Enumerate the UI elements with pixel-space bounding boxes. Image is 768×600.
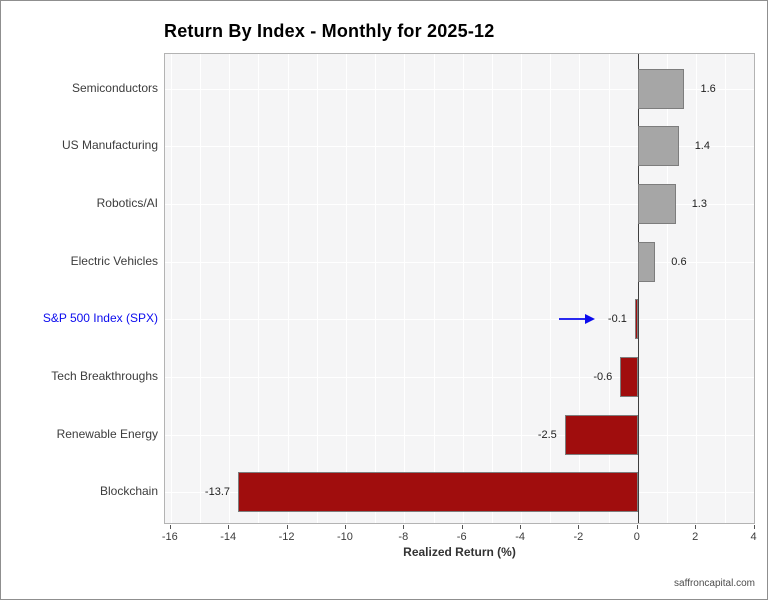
- bar-blockchain: [238, 472, 638, 513]
- x-tick-label: -10: [336, 531, 353, 543]
- gridline-vertical: [170, 54, 172, 523]
- gridline-vertical: [404, 54, 406, 523]
- gridline-horizontal: [165, 204, 754, 206]
- category-label: Robotics/AI: [96, 196, 158, 211]
- x-tick-mark: [403, 525, 405, 529]
- x-tick-label: -12: [278, 531, 295, 543]
- gridline-vertical: [287, 54, 289, 523]
- category-label: S&P 500 Index (SPX): [42, 311, 158, 326]
- gridline-vertical: [550, 54, 552, 523]
- x-tick-mark: [286, 525, 288, 529]
- x-tick-label: -14: [220, 531, 237, 543]
- source-watermark: saffroncapital.com: [674, 578, 755, 589]
- bar-s-p-500-index-spx-: [634, 299, 638, 340]
- chart-title: Return By Index - Monthly for 2025-12: [164, 21, 495, 41]
- bar-electric-vehicles: [637, 241, 656, 282]
- gridline-horizontal: [165, 88, 754, 90]
- gridline-horizontal: [165, 376, 754, 378]
- gridline-vertical: [229, 54, 231, 523]
- x-tick-mark: [636, 525, 638, 529]
- x-tick-label: -16: [161, 531, 178, 543]
- gridline-vertical: [667, 54, 668, 523]
- bar-value-label: -13.7: [204, 486, 230, 499]
- gridline-vertical: [375, 54, 377, 523]
- bar-tech-breakthroughs: [620, 356, 638, 397]
- gridline-horizontal: [165, 261, 754, 263]
- x-tick-label: 4: [750, 531, 757, 543]
- gridline-horizontal: [165, 434, 754, 436]
- category-label: Tech Breakthroughs: [51, 368, 158, 383]
- x-tick-mark: [461, 525, 463, 529]
- bar-renewable-energy: [564, 414, 638, 455]
- x-tick-label: 0: [633, 531, 640, 543]
- x-tick-label: -6: [456, 531, 467, 543]
- bar-value-label: -2.5: [537, 428, 557, 441]
- x-tick-mark: [695, 525, 697, 529]
- gridline-horizontal: [165, 146, 754, 148]
- x-tick-mark: [169, 525, 171, 529]
- gridline-vertical: [316, 54, 318, 523]
- gridline-vertical: [579, 54, 581, 523]
- gridline-vertical: [491, 54, 493, 523]
- bar-value-label: 0.6: [671, 255, 687, 268]
- bar-value-label: -0.1: [607, 313, 627, 326]
- category-label: Semiconductors: [71, 80, 158, 95]
- gridline-vertical: [433, 54, 435, 523]
- gridline-vertical: [696, 54, 698, 523]
- gridline-vertical: [754, 54, 756, 523]
- x-tick-label: 2: [692, 531, 699, 543]
- x-tick-label: -8: [398, 531, 409, 543]
- x-tick-mark: [753, 525, 755, 529]
- arrow-right-icon: [559, 314, 595, 325]
- x-tick-mark: [520, 525, 522, 529]
- plot-area: 1.6 1.4 1.3 0.6 -0.1 -0.6 -2.5 -13.7: [164, 53, 756, 524]
- gridline-vertical: [521, 54, 523, 523]
- x-tick-mark: [344, 525, 346, 529]
- gridline-horizontal: [165, 319, 754, 321]
- bar-robotics-ai: [637, 184, 676, 225]
- gridline-vertical: [200, 54, 201, 523]
- bar-us-manufacturing: [637, 126, 679, 167]
- zero-axis-line: [637, 54, 639, 523]
- bar-value-label: -0.6: [593, 370, 613, 383]
- category-label: Renewable Energy: [56, 426, 158, 441]
- x-tick-label: -2: [573, 531, 584, 543]
- gridline-vertical: [462, 54, 464, 523]
- category-axis: Semiconductors US Manufacturing Robotics/A…: [1, 53, 158, 524]
- bar-value-label: 1.6: [700, 82, 716, 95]
- category-label: US Manufacturing: [61, 138, 158, 153]
- x-axis-title: Realized Return (%): [403, 545, 516, 559]
- x-tick-label: -4: [515, 531, 525, 543]
- x-tick-mark: [228, 525, 230, 529]
- x-tick-mark: [578, 525, 580, 529]
- bar-value-label: 1.4: [694, 140, 710, 153]
- gridline-vertical: [258, 54, 260, 523]
- category-label: Blockchain: [99, 484, 158, 499]
- gridline-vertical: [608, 54, 610, 523]
- bar-semiconductors: [637, 68, 685, 109]
- category-label: Electric Vehicles: [70, 253, 158, 268]
- gridline-vertical: [345, 54, 347, 523]
- gridline-vertical: [725, 54, 727, 523]
- bar-value-label: 1.3: [691, 198, 707, 211]
